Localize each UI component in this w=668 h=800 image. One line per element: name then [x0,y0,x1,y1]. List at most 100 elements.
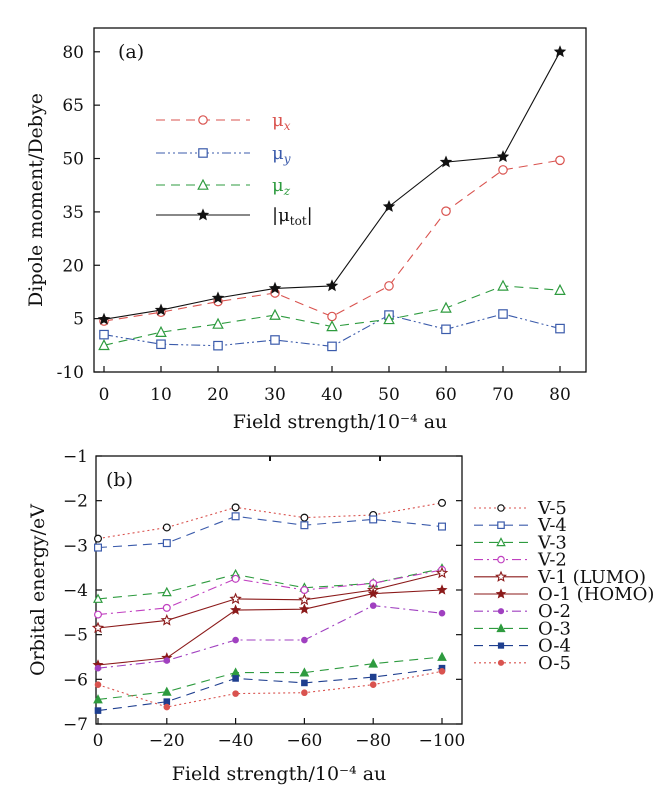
data-point [213,340,223,351]
data-point [93,694,103,704]
legend-marker [495,588,507,599]
plot-frame-a [93,27,587,373]
legend-marker [198,115,208,125]
legend-item: |μtot| [156,205,313,228]
series-v-3 [93,563,447,603]
data-point [301,636,308,644]
legend-marker [497,555,505,564]
series-line [97,569,443,616]
legend-item: O-1 (HOMO) [474,584,654,605]
legend-label: V-5 [537,498,567,519]
legend-label: μy [272,143,291,166]
series-line [97,515,443,549]
legend-item: V-2 [474,550,567,571]
series-line [97,670,443,708]
ticks-b: 0 −20 −40 −60 −80 −100 −7 −6 −5 −4 −3 −2 −1 [63,447,465,751]
legend-label: μz [272,175,291,198]
x-axis-title-b: Field strength/10⁻⁴ au [172,763,387,785]
data-point [384,281,394,291]
y-tick-label: −3 [63,536,88,556]
series-o-3 [93,651,447,704]
legend-label: V-2 [537,550,567,571]
data-point [440,301,452,313]
x-tick-label: 70 [492,385,514,405]
data-point [498,309,508,319]
x-axis-title-a: Field strength/10⁻⁴ au [233,411,448,433]
series--z [98,279,566,351]
data-point [229,592,242,605]
data-point [301,689,308,697]
data-point [232,675,239,682]
x-tick-label: 10 [150,385,172,405]
data-point [231,512,240,521]
data-point [162,523,171,532]
y-tick-label: −1 [63,447,88,467]
y-tick-label: 35 [62,203,84,223]
data-point [496,150,510,163]
data-point [232,636,239,644]
legend-marker [497,608,505,615]
y-axis-title-b: Orbital energy/eV [27,504,49,676]
x-tick-label: 0 [93,731,104,751]
data-point [269,308,281,320]
data-point [498,165,508,175]
data-point [438,498,447,507]
data-point [99,329,109,340]
y-tick-label: 20 [62,256,84,276]
series-a [97,45,567,352]
data-point [554,283,566,295]
data-point [436,584,448,595]
data-point [325,279,339,292]
series-line [97,656,443,700]
data-point [212,317,224,329]
series-line [97,589,443,666]
legend-label: O-4 [538,636,571,657]
legend-item: V-3 [474,532,567,553]
data-point [162,603,171,612]
x-tick-label: 60 [435,385,457,405]
x-tick-label: −100 [419,731,466,751]
series-line [97,568,443,600]
legend-item: μy [156,143,291,166]
legend-marker [497,504,505,512]
data-point [441,324,451,335]
y-tick-label: −7 [63,715,88,735]
series-v-2 [93,565,447,619]
data-point [383,313,395,325]
data-point [94,681,102,688]
data-point [369,515,378,524]
legend-label: O-2 [538,601,571,622]
legend-item: O-4 [474,636,571,657]
data-point [382,200,396,212]
series-o-4 [94,664,446,714]
data-point [300,521,309,530]
data-point [367,587,379,599]
legend-label: V-3 [537,532,567,553]
data-point [211,291,225,304]
data-point [231,503,240,512]
data-point [368,658,379,668]
data-point [553,45,567,58]
data-point [163,698,171,705]
legend-marker [198,148,208,158]
x-tick-label: −60 [286,731,322,751]
data-point [300,585,309,594]
data-point [555,155,565,166]
y-tick-label: −2 [63,492,88,512]
data-point [98,339,110,351]
x-tick-label: 80 [549,385,571,405]
data-point [268,281,282,294]
legend-marker [496,623,506,633]
y-tick-label: 65 [62,96,84,116]
series-b [91,498,449,714]
legend-item: O-5 [474,653,571,674]
series-line [97,667,443,712]
legend-marker [497,659,505,666]
data-point [93,593,103,603]
chart-panel-b: (b) Field strength/10⁻⁴ au Orbital energ… [27,447,654,785]
data-point [231,574,240,583]
y-tick-label: 80 [62,43,84,63]
data-point [93,610,102,619]
legend-marker [495,570,507,582]
data-point [162,539,171,548]
